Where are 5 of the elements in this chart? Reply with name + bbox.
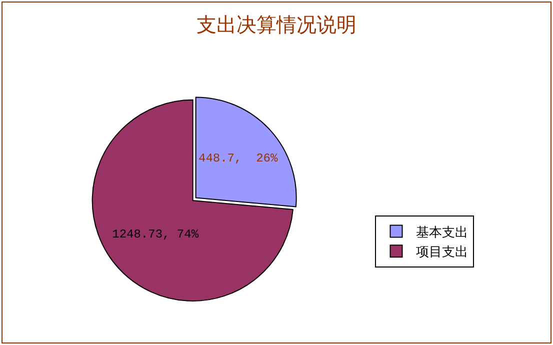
legend-label: 项目支出: [416, 245, 468, 260]
chart-title: 支出决算情况说明: [196, 12, 356, 36]
legend-label: 基本支出: [416, 225, 468, 240]
data-label: 448.7, 26%: [198, 152, 278, 166]
data-label: 1248.73, 74%: [112, 227, 200, 242]
